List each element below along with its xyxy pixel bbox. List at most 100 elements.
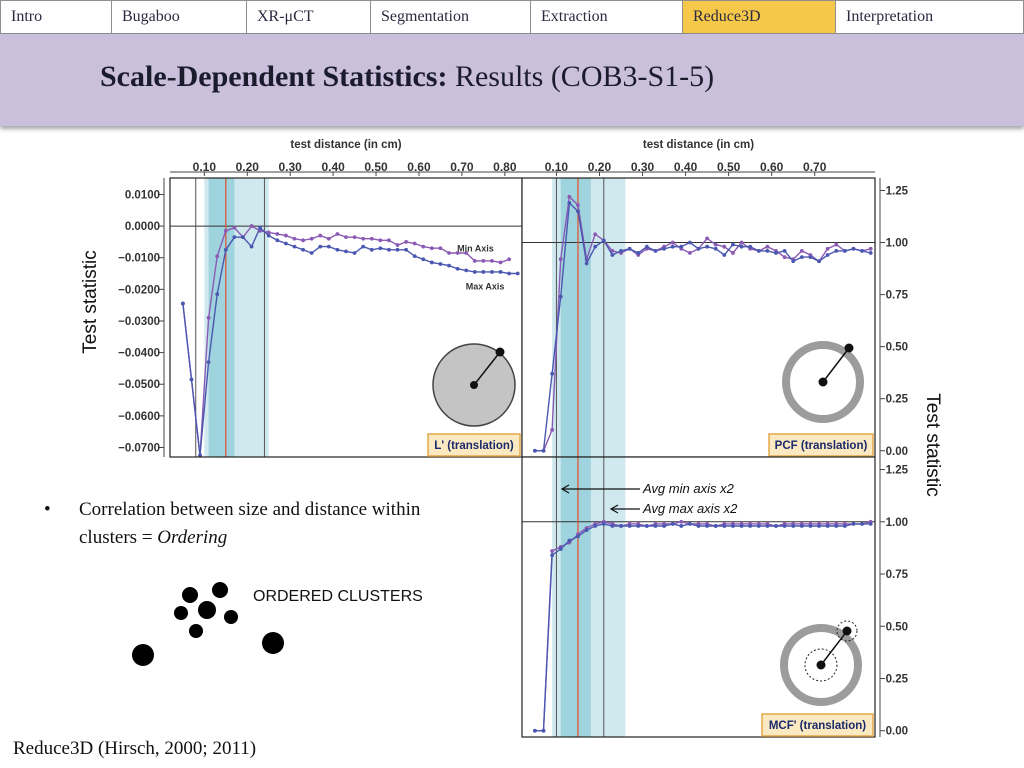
- x-axis-title: test distance (in cm): [643, 139, 754, 151]
- data-point: [189, 377, 194, 382]
- x-tick-label: 0.40: [321, 160, 345, 174]
- data-point: [464, 268, 469, 273]
- y-tick-label: 1.00: [886, 517, 908, 529]
- data-point: [567, 201, 572, 205]
- data-point: [550, 549, 555, 553]
- x-tick-label: 0.40: [674, 160, 698, 174]
- data-point: [481, 258, 486, 263]
- bullet-text-emphasis: Ordering: [157, 527, 228, 548]
- data-point: [223, 228, 228, 233]
- scale-band-dark: [560, 457, 591, 737]
- tab-xr-uct[interactable]: XR-μCT: [247, 1, 371, 33]
- y-tick-label: −0.0100: [118, 253, 160, 265]
- tab-reduce3d[interactable]: Reduce3D: [683, 1, 836, 33]
- y-tick-label: 0.25: [886, 394, 909, 406]
- data-point: [292, 244, 297, 249]
- tab-segmentation[interactable]: Segmentation: [371, 1, 531, 33]
- data-point: [670, 244, 675, 249]
- data-point: [584, 528, 589, 533]
- tab-extraction[interactable]: Extraction: [531, 1, 683, 33]
- center-dot: [816, 660, 826, 670]
- radius-line: [822, 347, 850, 383]
- data-point: [490, 258, 494, 263]
- x-tick-label: 0.20: [588, 160, 612, 174]
- y-tick-label: 0.00: [886, 726, 908, 738]
- slide-title-rest: Results (COB3-S1-5): [447, 60, 715, 93]
- data-point: [404, 239, 408, 244]
- data-point: [834, 242, 839, 247]
- cluster-dot: [212, 582, 228, 598]
- data-point: [593, 232, 598, 237]
- data-point: [335, 232, 340, 236]
- bullet-text-main: Correlation between size and distance wi…: [79, 499, 421, 548]
- data-point: [868, 246, 873, 251]
- y-tick-label: 0.50: [886, 621, 908, 633]
- data-point: [464, 251, 469, 255]
- legend-label-min-axis: Min Axis: [457, 243, 494, 253]
- data-point: [601, 238, 606, 243]
- data-point: [705, 244, 710, 249]
- data-point: [653, 524, 658, 528]
- data-point: [266, 230, 271, 235]
- y-tick-label: −0.0600: [118, 411, 160, 423]
- data-point: [326, 236, 331, 241]
- data-point: [593, 244, 598, 249]
- slide-title-bold: Scale-Dependent Statistics:: [100, 60, 448, 93]
- data-point: [215, 254, 220, 259]
- data-point: [765, 248, 770, 253]
- data-point: [679, 519, 684, 524]
- data-point: [558, 547, 563, 551]
- y-tick-label: −0.0400: [118, 348, 160, 360]
- disk-diagram-icon: [432, 343, 516, 427]
- data-point: [679, 524, 684, 528]
- data-point: [223, 247, 228, 252]
- arrowhead-avg-max-axis: [609, 504, 619, 514]
- data-point: [284, 233, 288, 238]
- x-tick-label: 0.80: [493, 160, 517, 174]
- x-tick-label: 0.60: [760, 160, 784, 174]
- data-point: [309, 236, 314, 241]
- data-point: [541, 728, 546, 733]
- y-tick-label: 0.75: [886, 290, 909, 302]
- data-point: [791, 259, 796, 264]
- data-point: [241, 235, 245, 240]
- data-point: [825, 253, 830, 257]
- x-tick-label: 0.10: [193, 160, 217, 174]
- footer-citation: Reduce3D (Hirsch, 2000; 2011): [13, 738, 257, 759]
- section-tab-bar: Intro Bugaboo XR-μCT Segmentation Extrac…: [0, 0, 1024, 34]
- data-point: [868, 251, 873, 255]
- data-point: [387, 238, 391, 243]
- tab-bugaboo[interactable]: Bugaboo: [112, 1, 247, 33]
- data-point: [206, 360, 211, 365]
- data-point: [498, 260, 503, 265]
- data-point: [395, 247, 400, 252]
- data-point: [378, 238, 383, 243]
- data-point: [817, 524, 821, 528]
- data-point: [258, 225, 263, 230]
- data-point: [722, 524, 727, 528]
- x-tick-label: 0.70: [450, 160, 474, 174]
- data-point: [662, 246, 666, 251]
- data-point: [421, 244, 426, 249]
- data-point: [825, 246, 830, 251]
- data-point: [232, 235, 237, 240]
- data-point: [705, 524, 710, 528]
- y-tick-label: −0.0700: [118, 443, 160, 455]
- data-point: [627, 246, 632, 251]
- data-point: [576, 209, 580, 214]
- data-point: [507, 257, 512, 262]
- data-point: [791, 524, 796, 528]
- annotation-avg-max-axis: Avg max axis x2: [643, 501, 738, 516]
- data-point: [447, 263, 451, 268]
- data-point: [696, 246, 701, 251]
- y-tick-label: 0.0100: [125, 189, 160, 201]
- data-point: [533, 728, 537, 733]
- ordered-clusters-label: ORDERED CLUSTERS: [253, 588, 423, 605]
- data-point: [636, 524, 641, 528]
- data-point: [851, 521, 856, 526]
- data-point: [301, 247, 305, 252]
- tab-intro[interactable]: Intro: [0, 1, 112, 33]
- scale-band-dark: [560, 178, 591, 457]
- data-point: [438, 262, 443, 266]
- slide-title: Scale-Dependent Statistics: Results (COB…: [100, 60, 714, 94]
